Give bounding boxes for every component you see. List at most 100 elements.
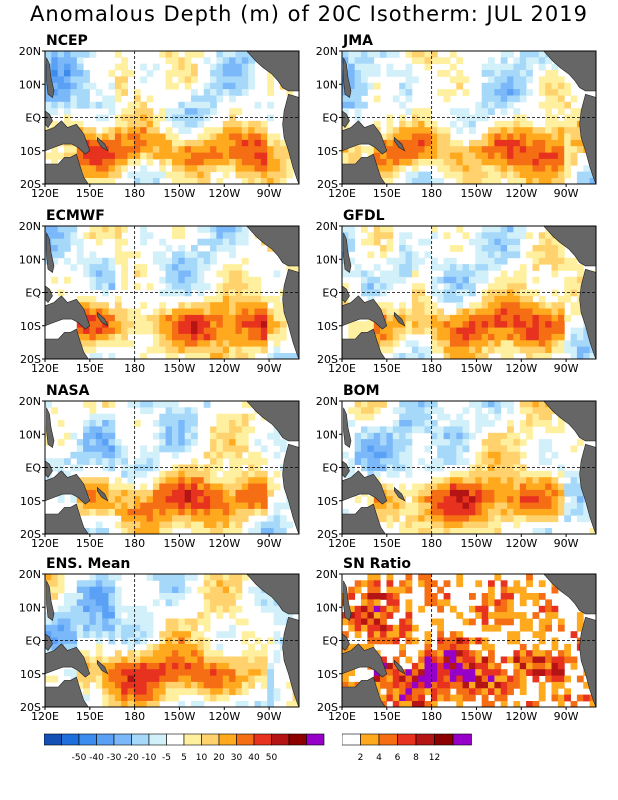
panel-title: ENS. Mean [46,556,131,572]
lon-tick-label: 150E [76,537,104,550]
lon-tick-label: 120E [31,362,59,375]
lon-tick-label: 90W [257,362,282,375]
lat-tick-label: 20N [19,220,41,233]
lat-tick-label: EQ [322,112,338,125]
colorbar-label: -5 [162,753,171,763]
colorbar-label: 10 [196,753,208,763]
lat-tick-label: 20N [316,568,338,581]
colorbar-swatch [96,733,115,746]
land-masses [45,51,299,184]
lon-tick-label: 180 [421,537,442,550]
lon-tick-label: 150W [461,187,493,200]
lon-tick-label: 150E [373,187,401,200]
lat-tick-label: 20S [317,353,338,366]
land-masses [342,401,596,534]
colorbar-swatch [415,733,435,746]
colorbar-swatch [288,733,307,746]
lon-tick-label: 90W [554,537,579,550]
lon-tick-label: 150W [164,710,196,723]
colorbar-swatch [360,733,380,746]
colorbar-swatch [253,733,272,746]
lon-tick-label: 120E [31,537,59,550]
colorbar-swatch [201,733,220,746]
lat-tick-label: 20N [316,220,338,233]
lat-tick-label: EQ [25,635,41,648]
lat-tick-label: EQ [25,287,41,300]
lon-tick-label: 180 [421,187,442,200]
panel-title: ECMWF [46,208,105,224]
anomaly-colorbar: -50 -40 -30 -20 -10 -5 5 10 20 30 40 50 [44,733,325,763]
land-masses [342,574,596,707]
colorbar-swatch [44,733,62,746]
lon-tick-label: 120W [505,362,537,375]
lon-tick-label: 150E [373,710,401,723]
lon-tick-label: 150W [461,362,493,375]
colorbar-label: 12 [429,753,440,763]
lon-tick-label: 90W [257,537,282,550]
land-masses [45,401,299,534]
panel-title: SN Ratio [343,556,412,572]
colorbar-swatch [271,733,290,746]
colorbar-label: 5 [181,753,187,763]
lon-tick-label: 150W [461,537,493,550]
colorbar-label: -30 [107,753,122,763]
lon-tick-label: 150E [76,710,104,723]
colorbar-swatch [434,733,454,746]
lon-tick-label: 120E [31,187,59,200]
lon-tick-label: 150E [76,362,104,375]
lon-tick-label: 180 [124,187,145,200]
colorbar-swatch [131,733,150,746]
lon-tick-label: 120W [208,537,240,550]
lon-tick-label: 120W [208,710,240,723]
lat-tick-label: 20S [20,701,41,714]
colorbar-swatch [166,733,185,746]
colorbar-swatch [452,733,472,746]
lat-tick-label: 10S [317,668,338,681]
colorbar-label: 8 [413,753,419,763]
lat-tick-label: 10S [20,495,41,508]
lat-tick-label: 10S [317,145,338,158]
panel-jma: JMA 20N 10N EQ 10S 20S 120E 150E 180 150W 120W 90W [297,33,597,210]
lat-tick-label: 10N [19,253,41,266]
lon-tick-label: 180 [124,710,145,723]
colorbar-label: -10 [142,753,157,763]
panel-title: GFDL [343,208,385,224]
lat-tick-label: 10N [316,428,338,441]
lon-tick-label: 120W [505,537,537,550]
lat-tick-label: 10N [316,601,338,614]
lat-tick-label: 10N [19,428,41,441]
field-cells [45,574,299,707]
lat-tick-label: 10N [19,78,41,91]
lon-tick-label: 180 [421,710,442,723]
colorbar-label: -20 [124,753,139,763]
colorbar-label: -50 [72,753,87,763]
colorbar-swatch [236,733,255,746]
lat-tick-label: 20S [20,528,41,541]
colorbar-swatch [113,733,132,746]
colorbar-label: 2 [358,753,364,763]
panel-ecmwf: ECMWF 20N 10N EQ 10S 20S 120E 150E 180 150W 120W 90… [0,208,300,385]
snratio-colorbar: 2 4 6 8 12 [342,733,472,763]
lon-tick-label: 120E [328,187,356,200]
lat-tick-label: EQ [322,287,338,300]
colorbar-swatch [78,733,97,746]
lat-tick-label: 20N [316,395,338,408]
lon-tick-label: 150W [164,362,196,375]
panel-gfdl: GFDL 20N 10N EQ 10S 20S 120E 150E 180 150W 120W 90W [297,208,597,385]
lon-tick-label: 120E [31,710,59,723]
panel-title: NASA [46,383,90,399]
lon-tick-label: 120W [505,710,537,723]
lon-tick-label: 150E [373,537,401,550]
lat-tick-label: 20S [20,353,41,366]
panel-ncep: NCEP 20N 10N EQ 10S 20S 120E 150E 180 150W 120W 90W [0,33,300,210]
lon-tick-label: 150E [373,362,401,375]
panel-sn-ratio: SN Ratio 20N 10N EQ 10S 20S 120E 150E 180 150W 120… [297,556,597,733]
lat-tick-label: EQ [322,635,338,648]
colorbar-swatch [148,733,167,746]
lon-tick-label: 120E [328,710,356,723]
colorbar-label: 50 [266,753,278,763]
lat-tick-label: 20S [317,528,338,541]
